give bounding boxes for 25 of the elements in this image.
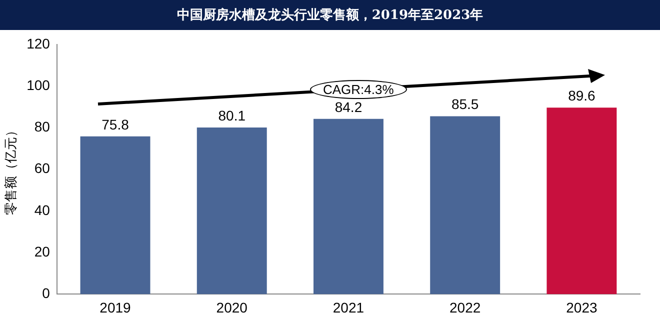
- x-tick-label: 2021: [332, 299, 364, 316]
- bar: [313, 118, 384, 294]
- data-label: 84.2: [334, 98, 362, 115]
- annotation: CAGR:4.3%: [310, 80, 407, 99]
- x-tick-label: 2019: [100, 299, 132, 316]
- x-tick-label: 2022: [450, 299, 481, 316]
- x-tick-label: 2020: [216, 299, 248, 316]
- y-axis-title: 零售额（亿元）: [4, 124, 20, 215]
- y-tick-label: 80: [34, 118, 50, 135]
- bar: [80, 136, 150, 294]
- y-tick-label: 120: [26, 35, 50, 52]
- y-tick-label: 100: [26, 76, 50, 93]
- data-label: 89.6: [568, 88, 596, 104]
- bar: [196, 127, 267, 294]
- bar: [430, 116, 500, 294]
- y-tick-label: 60: [34, 160, 50, 176]
- y-tick-label: 0: [42, 285, 50, 302]
- bar: [546, 108, 617, 294]
- data-label: 75.8: [102, 116, 130, 132]
- x-tick-label: 2023: [566, 299, 598, 316]
- data-label: 85.5: [451, 96, 479, 112]
- y-tick-label: 40: [34, 202, 50, 218]
- y-tick-label: 20: [34, 243, 50, 260]
- data-label: 80.1: [218, 107, 246, 124]
- chart-title: 中国厨房水槽及龙头行业零售额，2019年至2023年: [0, 0, 660, 30]
